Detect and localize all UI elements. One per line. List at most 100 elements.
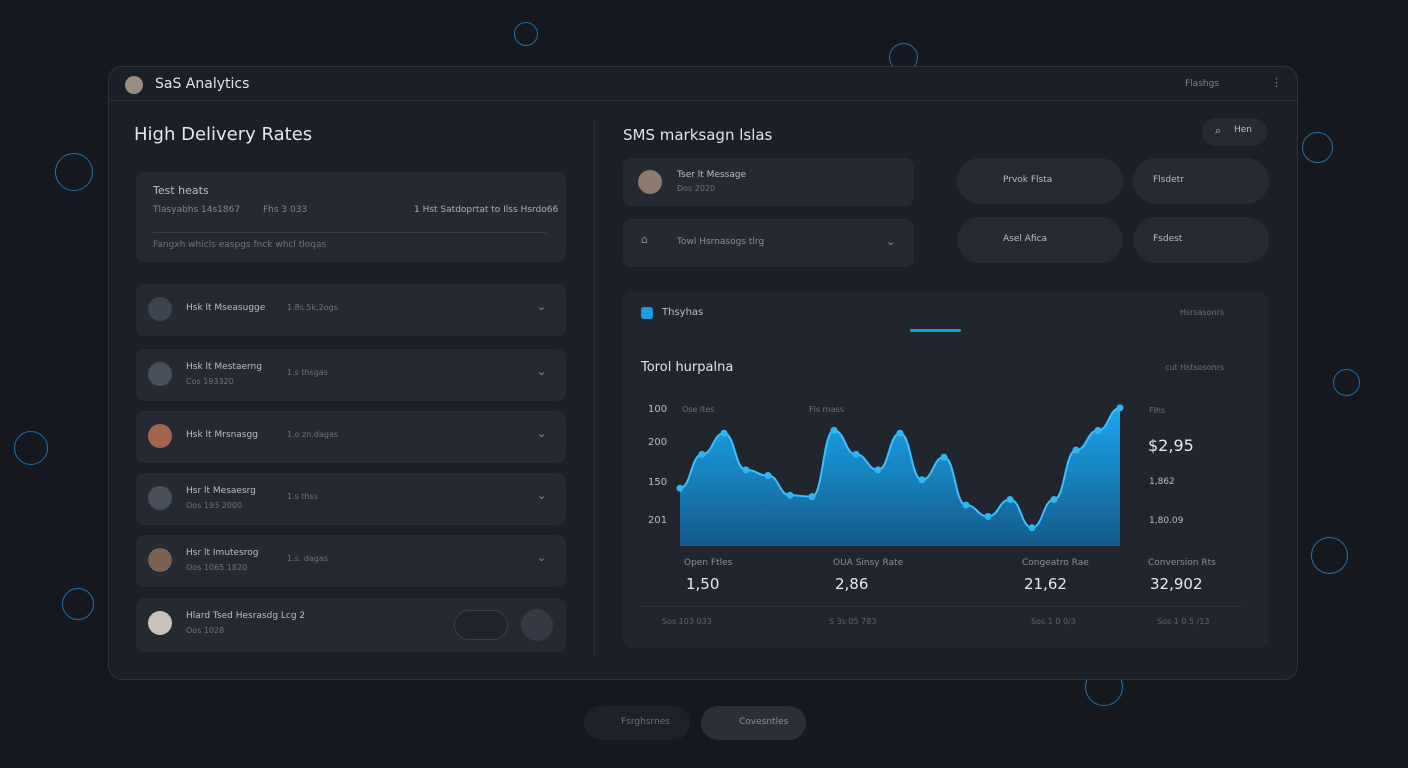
decor — [514, 22, 538, 46]
item-name: Hsk lt Mestaerng — [186, 362, 262, 372]
card[interactable] — [623, 219, 914, 267]
stat-value: 21,62 — [1024, 575, 1067, 593]
bottom-label: Covesntles — [739, 717, 789, 727]
card[interactable] — [623, 158, 914, 206]
y-label: 150 — [648, 477, 668, 488]
point — [874, 466, 882, 474]
decor — [1333, 369, 1360, 396]
middle-title: SMS marksagn lslas — [623, 126, 773, 144]
chevron: ⌄ — [537, 300, 547, 313]
left-title: High Delivery Rates — [134, 124, 313, 145]
search-icon: ⌕ — [1215, 124, 1222, 137]
stat-value: 32,902 — [1150, 575, 1203, 593]
item-sub: Oos 193 2000 — [186, 501, 243, 510]
point — [808, 493, 816, 501]
stat-label: Congeatro Rae — [1022, 558, 1089, 568]
decor — [55, 153, 93, 191]
chevron: ⌄ — [537, 365, 547, 378]
avatar — [125, 76, 143, 94]
summary-stat: 1 Hst Satdoprtat to Ilss Hsrdo66 — [414, 205, 559, 215]
decor — [62, 588, 94, 620]
chevron: ⌄ — [537, 551, 547, 564]
avatar — [148, 297, 172, 321]
point — [918, 476, 926, 484]
chart-tab[interactable]: Thsyhas — [662, 307, 704, 318]
item-name: Hsr lt Mesaesrg — [186, 486, 256, 496]
avatar — [638, 170, 662, 194]
item-name: Hlard Tsed Hesrasdg Lcg 2 — [186, 611, 306, 621]
item-meta: 1.8s.5k.2ogs — [287, 303, 338, 312]
avatar — [148, 362, 172, 386]
item-sub: Oos 1065 1820 — [186, 563, 248, 572]
summary-stat: Tlasyabhs 14s1867 — [153, 205, 241, 215]
pill-label: Asel Afica — [1003, 234, 1048, 244]
divider — [594, 120, 595, 655]
add-button[interactable] — [521, 609, 553, 641]
list-item[interactable] — [136, 349, 566, 401]
chart-filter[interactable]: cut Hstsosonrs — [1165, 363, 1225, 372]
item-meta: 1.s thsgas — [287, 368, 328, 377]
avatar — [148, 424, 172, 448]
point — [698, 450, 706, 458]
pill-button[interactable] — [957, 158, 1123, 204]
y-label: 200 — [648, 437, 668, 448]
point — [1116, 404, 1124, 412]
point — [764, 472, 772, 479]
point — [676, 484, 684, 492]
top-label: Fls rnass — [809, 405, 844, 414]
more-button[interactable] — [454, 610, 508, 640]
icon: ⌂ — [641, 233, 648, 246]
summary-note: Fangxh whicls easpgs fnck whcl tloqas — [153, 240, 327, 250]
search[interactable] — [1202, 118, 1267, 146]
chevron: ⌄ — [886, 235, 896, 248]
stat-label: OUA Sinsy Rate — [833, 558, 904, 568]
pill-button[interactable] — [957, 217, 1123, 263]
decor — [1311, 537, 1348, 574]
area — [680, 407, 1120, 546]
item-meta: 1.s. dagas — [287, 554, 329, 563]
list-item[interactable] — [136, 284, 566, 336]
item-meta: 1.o zn.dagas — [287, 430, 339, 439]
bottom-label: Fsrghsrnes — [621, 717, 670, 727]
top-label: Ose ltes — [682, 405, 715, 414]
list-item[interactable] — [136, 473, 566, 525]
top-label: Flhs — [1149, 406, 1166, 415]
summary-label: Test heats — [153, 184, 209, 197]
point — [742, 466, 750, 474]
point — [1050, 495, 1058, 503]
divider — [153, 232, 546, 233]
footer-stat: S 3s 05 783 — [829, 617, 877, 626]
list-item[interactable] — [136, 535, 566, 587]
pill-button[interactable] — [1133, 158, 1269, 204]
avatar — [148, 611, 172, 635]
point — [984, 512, 992, 520]
side-value: 1,862 — [1149, 477, 1175, 487]
card-sub: Dos 2020 — [677, 184, 716, 193]
point — [940, 453, 948, 461]
more[interactable]: ⋮ — [1271, 76, 1282, 89]
pill-label: Flsdetr — [1153, 175, 1184, 185]
y-label: 201 — [648, 515, 668, 526]
bottom-button[interactable] — [701, 706, 806, 740]
decor — [1302, 132, 1333, 163]
chart-menu[interactable]: Hsrsasonrs — [1180, 308, 1225, 317]
summary-card — [136, 172, 566, 262]
bottom-button[interactable] — [584, 706, 690, 740]
tab-icon — [641, 307, 653, 319]
list-item[interactable] — [136, 411, 566, 463]
stat-label: Open Ftles — [684, 558, 733, 568]
side-value: $2,95 — [1148, 436, 1194, 455]
point — [720, 429, 728, 437]
divider — [641, 606, 1241, 607]
point — [1072, 446, 1080, 454]
side-value: 1,80.09 — [1149, 516, 1184, 526]
stat-label: Conversion Rts — [1148, 558, 1216, 568]
pill-button[interactable] — [1133, 217, 1269, 263]
point — [830, 426, 838, 434]
menu[interactable]: Flashgs — [1185, 79, 1219, 89]
point — [1006, 495, 1014, 503]
point — [896, 429, 904, 437]
item-meta: 1.s thss — [287, 492, 318, 501]
header-line — [109, 100, 1297, 101]
